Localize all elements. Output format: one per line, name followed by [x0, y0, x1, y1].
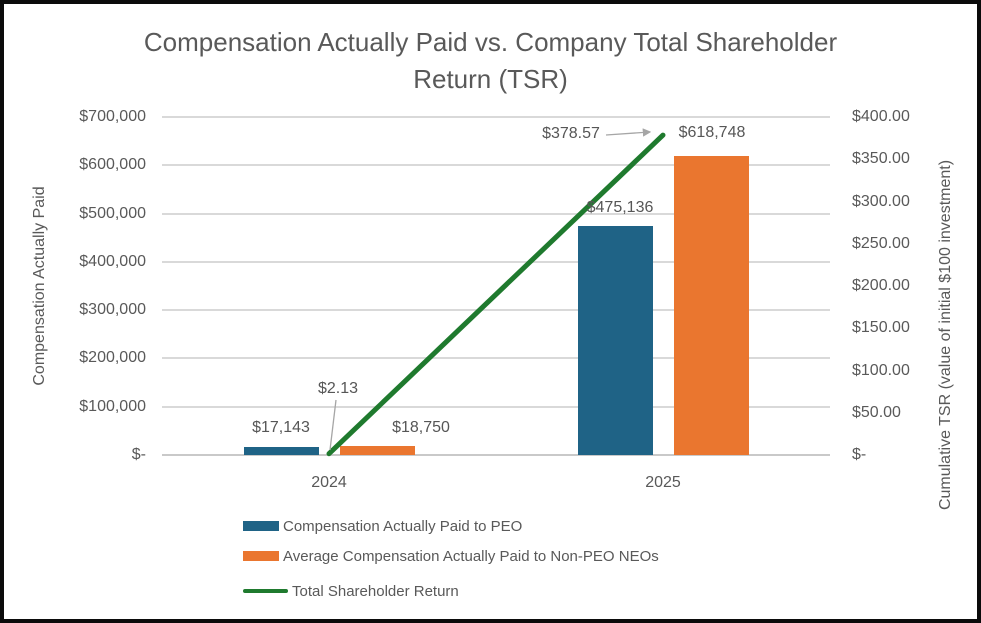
callout-leader-2025	[605, 128, 652, 137]
right-axis-tick: $300.00	[852, 192, 910, 210]
legend-label: Average Compensation Actually Paid to No…	[283, 547, 659, 565]
right-axis-tick: $250.00	[852, 234, 910, 252]
right-axis-tick: $200.00	[852, 277, 910, 294]
legend-bar-swatch	[243, 521, 279, 531]
data-label: $618,748	[678, 124, 746, 142]
bar-2024-series1	[339, 445, 415, 455]
chart-title: Compensation Actually Paid vs. Company T…	[0, 24, 981, 98]
bar-2025-series1	[673, 156, 749, 455]
legend-label: Compensation Actually Paid to PEO	[283, 517, 523, 535]
legend-item: Compensation Actually Paid to PEO	[243, 517, 523, 535]
x-axis-label: 2025	[645, 474, 681, 491]
right-axis-tick: $350.00	[852, 150, 910, 168]
legend-item: Total Shareholder Return	[243, 582, 459, 600]
gridline	[162, 116, 830, 118]
legend-bar-swatch	[243, 551, 279, 561]
left-axis-tick: $200,000	[79, 349, 146, 367]
bar-2024-series0	[243, 446, 319, 455]
left-axis-tick: $400,000	[79, 252, 146, 270]
legend-item: Average Compensation Actually Paid to No…	[243, 547, 659, 565]
data-label: $18,750	[392, 418, 450, 436]
line-data-label: $378.57	[542, 125, 600, 143]
left-axis-title: Compensation Actually Paid	[31, 186, 48, 386]
right-axis-tick: $100.00	[852, 361, 910, 379]
left-axis-tick: $700,000	[79, 108, 146, 125]
left-axis-tick: $100,000	[79, 397, 146, 415]
right-axis-tick: $-	[852, 446, 867, 463]
right-axis-tick: $50.00	[852, 403, 901, 421]
line-data-label: $2.13	[317, 380, 359, 398]
right-axis-tick: $150.00	[852, 319, 910, 337]
bar-2025-series0	[577, 225, 653, 455]
chart-title-line1: Compensation Actually Paid vs. Company T…	[143, 27, 838, 57]
chart-title-line2: Return (TSR)	[413, 64, 568, 94]
left-axis-tick: $600,000	[79, 156, 146, 174]
left-axis-tick: $300,000	[79, 301, 146, 319]
left-axis-tick: $-	[131, 446, 146, 463]
legend-line-swatch	[243, 589, 288, 593]
right-axis-title: Cumulative TSR (value of initial $100 in…	[937, 159, 954, 511]
data-label: $475,136	[586, 198, 654, 216]
legend-label: Total Shareholder Return	[292, 582, 459, 600]
left-axis-tick: $500,000	[79, 204, 146, 222]
x-axis-label: 2024	[311, 474, 347, 491]
right-axis-tick: $400.00	[852, 108, 910, 125]
data-label: $17,143	[252, 418, 310, 436]
